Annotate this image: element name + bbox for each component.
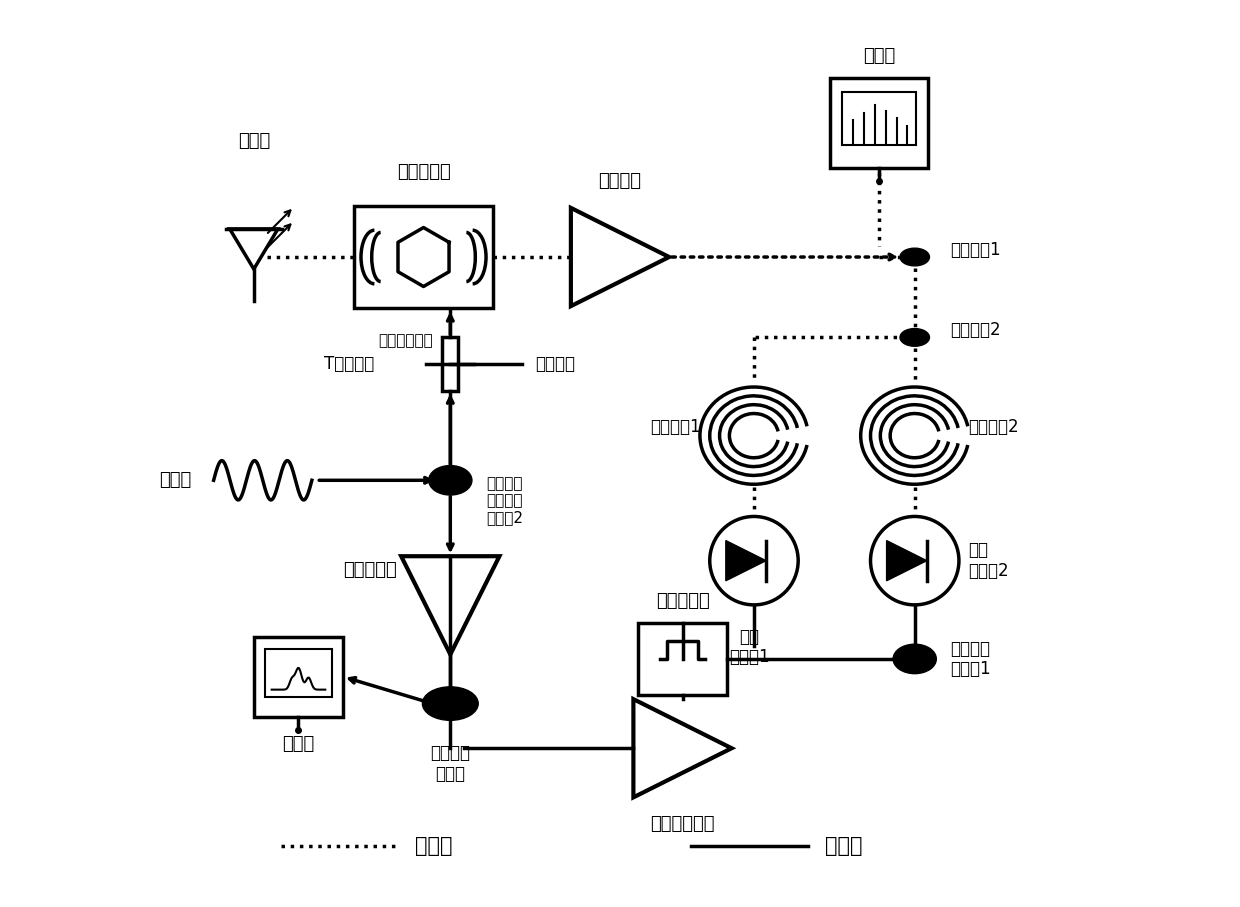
Text: 交流输入
微波功率
合成器2: 交流输入 微波功率 合成器2 <box>486 476 523 526</box>
Text: 低噪声放大器: 低噪声放大器 <box>650 815 714 834</box>
Bar <box>637 623 727 695</box>
Text: 光链路: 光链路 <box>414 836 453 856</box>
Text: 毫米波: 毫米波 <box>159 472 191 489</box>
Text: 光谱仪: 光谱仪 <box>863 47 895 65</box>
Text: 单模光纤1: 单模光纤1 <box>650 418 701 435</box>
Text: 电链路: 电链路 <box>826 836 863 856</box>
Text: 光耦合器1: 光耦合器1 <box>950 241 1001 258</box>
Text: 光电
探测器2: 光电 探测器2 <box>968 541 1009 580</box>
Text: 功率放大器: 功率放大器 <box>343 561 397 579</box>
Text: 光梳调制器: 光梳调制器 <box>397 163 450 181</box>
Text: 直流偏置: 直流偏置 <box>536 356 575 373</box>
Ellipse shape <box>893 644 936 674</box>
Text: 电谱仪: 电谱仪 <box>283 735 315 753</box>
Bar <box>443 337 459 391</box>
Text: 射频驱动端口: 射频驱动端口 <box>378 333 433 348</box>
Text: 光放大器: 光放大器 <box>599 172 641 190</box>
Text: 微波定向
耦合器: 微波定向 耦合器 <box>430 744 470 783</box>
Ellipse shape <box>900 249 930 266</box>
Polygon shape <box>725 541 766 580</box>
Ellipse shape <box>429 465 472 495</box>
Bar <box>254 637 343 717</box>
Bar <box>265 649 332 697</box>
Bar <box>355 206 492 308</box>
Text: 激光器: 激光器 <box>238 132 270 150</box>
Ellipse shape <box>900 328 930 346</box>
Text: 微波功率
合成器1: 微波功率 合成器1 <box>950 639 991 678</box>
Bar <box>830 78 928 168</box>
Text: 单模光纤2: 单模光纤2 <box>968 418 1019 435</box>
Text: 带通滤波器: 带通滤波器 <box>656 591 709 610</box>
Text: 光电
探测器1: 光电 探测器1 <box>729 628 770 667</box>
Text: T型偏置器: T型偏置器 <box>324 356 374 373</box>
Polygon shape <box>887 541 926 580</box>
Ellipse shape <box>423 687 479 720</box>
Bar <box>842 92 916 145</box>
Text: 光耦合器2: 光耦合器2 <box>950 321 1001 339</box>
